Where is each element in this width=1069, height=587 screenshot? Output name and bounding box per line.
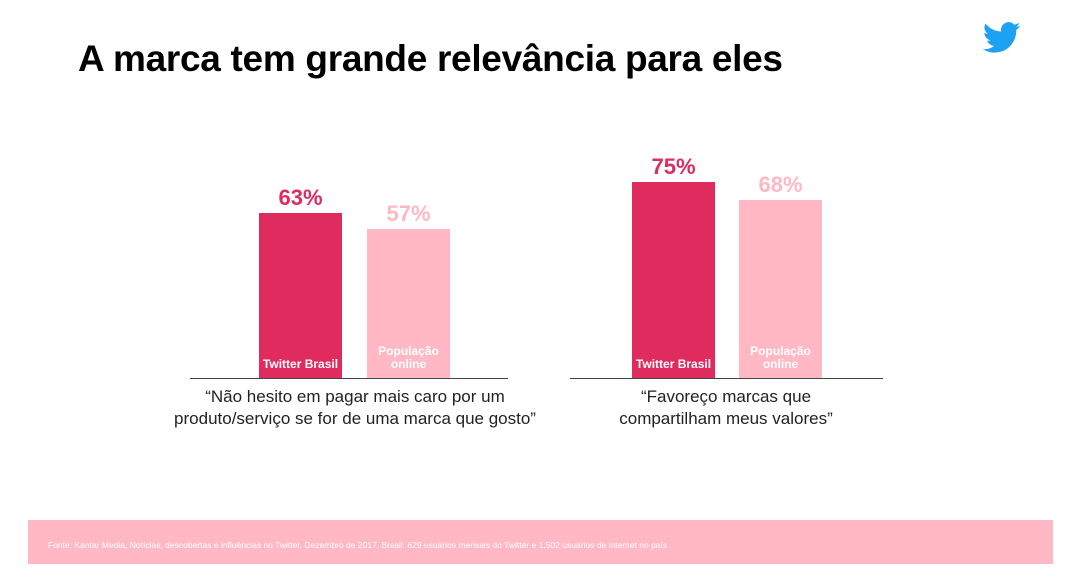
value-label-2-2: 68% bbox=[758, 171, 803, 197]
x-axis-line-2 bbox=[570, 378, 883, 379]
chart-caption-line: “Favoreço marcas que bbox=[640, 387, 812, 406]
value-label-1-1: 63% bbox=[278, 184, 323, 210]
chart-caption-line: compartilham meus valores” bbox=[619, 409, 833, 428]
category-label-line: População bbox=[750, 344, 811, 358]
category-label-2-1: Twitter Brasil bbox=[632, 358, 715, 371]
category-label-line: online bbox=[762, 357, 799, 371]
value-label-2-1: 75% bbox=[651, 153, 696, 179]
chart-caption-2: “Favoreço marcas que compartilham meus va… bbox=[506, 386, 946, 430]
category-label-1-1: Twitter Brasil bbox=[259, 358, 342, 371]
bar-2-twitter-brasil bbox=[632, 181, 715, 378]
category-label-line: Twitter Brasil bbox=[635, 357, 712, 371]
chart-caption-line: “Não hesito em pagar mais caro por um bbox=[205, 387, 505, 406]
category-label-2-2: População online bbox=[739, 345, 822, 371]
bar-2-populacao-online bbox=[739, 199, 822, 378]
chart-caption-line: produto/serviço se for de uma marca que … bbox=[174, 409, 536, 428]
chart-caption-1: “Não hesito em pagar mais caro por um pro… bbox=[135, 386, 575, 430]
twitter-bird-shape bbox=[983, 22, 1021, 53]
category-label-1-2: População online bbox=[367, 345, 450, 371]
bar-1-twitter-brasil bbox=[259, 212, 342, 378]
category-label-line: População bbox=[378, 344, 439, 358]
source-footer-text: Fonte: Kantar Media, Notícias, descobert… bbox=[48, 540, 668, 550]
twitter-bird-icon bbox=[983, 22, 1021, 53]
value-label-1-2: 57% bbox=[386, 200, 431, 226]
slide-title: A marca tem grande relevância para eles bbox=[78, 38, 783, 79]
bar-1-populacao-online bbox=[367, 228, 450, 378]
category-label-line: online bbox=[390, 357, 427, 371]
source-footer: Fonte: Kantar Media, Notícias, descobert… bbox=[28, 520, 1053, 564]
x-axis-line-1 bbox=[190, 378, 508, 379]
category-label-line: Twitter Brasil bbox=[262, 357, 339, 371]
